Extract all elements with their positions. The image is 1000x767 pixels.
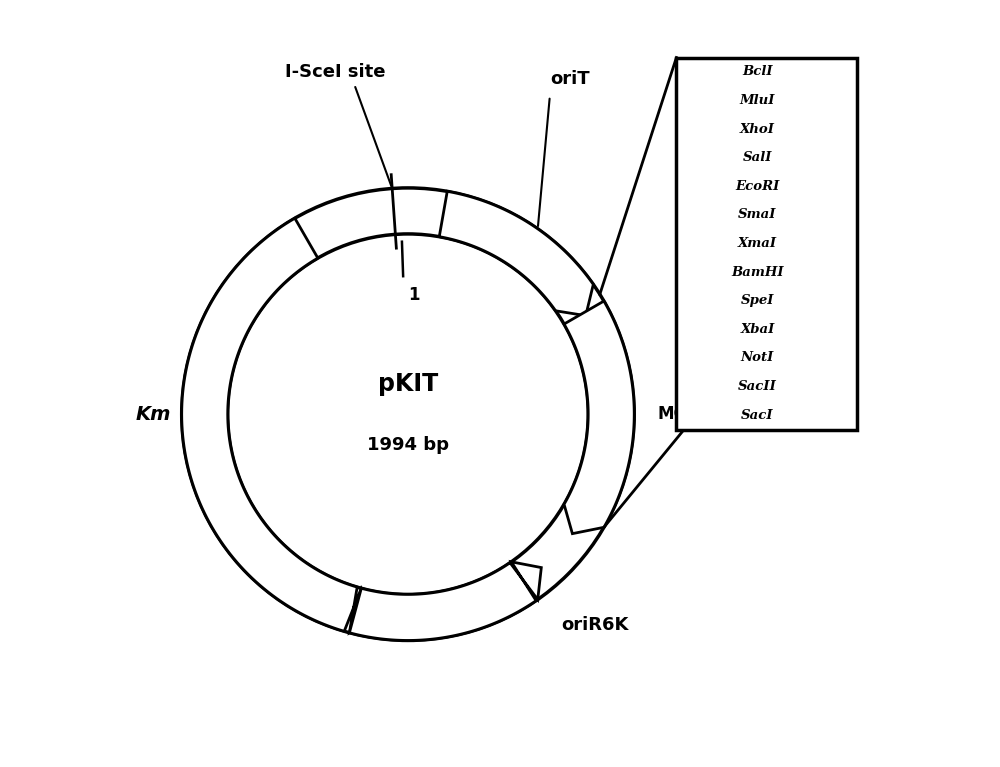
Polygon shape bbox=[182, 219, 376, 633]
Text: oriR6K: oriR6K bbox=[561, 616, 629, 634]
Text: XbaI: XbaI bbox=[740, 323, 775, 336]
Text: Km: Km bbox=[136, 405, 171, 423]
Text: BclI: BclI bbox=[742, 65, 773, 78]
Polygon shape bbox=[564, 301, 634, 534]
Text: SacII: SacII bbox=[738, 380, 777, 393]
Text: XhoI: XhoI bbox=[740, 123, 775, 136]
Text: MCS: MCS bbox=[657, 405, 698, 423]
Bar bbox=[676, 58, 857, 430]
Text: SacI: SacI bbox=[741, 409, 774, 422]
Text: oriT: oriT bbox=[550, 71, 589, 88]
Text: XmaI: XmaI bbox=[738, 237, 777, 250]
Text: 1: 1 bbox=[408, 286, 420, 304]
Text: SpeI: SpeI bbox=[741, 295, 774, 308]
Text: SalI: SalI bbox=[743, 151, 772, 164]
Text: BamHI: BamHI bbox=[731, 265, 784, 278]
Text: MluI: MluI bbox=[740, 94, 775, 107]
Text: NotI: NotI bbox=[741, 351, 774, 364]
Polygon shape bbox=[349, 562, 541, 640]
Text: EcoRI: EcoRI bbox=[735, 179, 780, 193]
Text: pKIT: pKIT bbox=[378, 371, 438, 396]
Text: 1994 bp: 1994 bp bbox=[367, 436, 449, 454]
Text: SmaI: SmaI bbox=[738, 209, 777, 222]
Polygon shape bbox=[439, 191, 593, 316]
Text: I-SceI site: I-SceI site bbox=[285, 63, 385, 81]
